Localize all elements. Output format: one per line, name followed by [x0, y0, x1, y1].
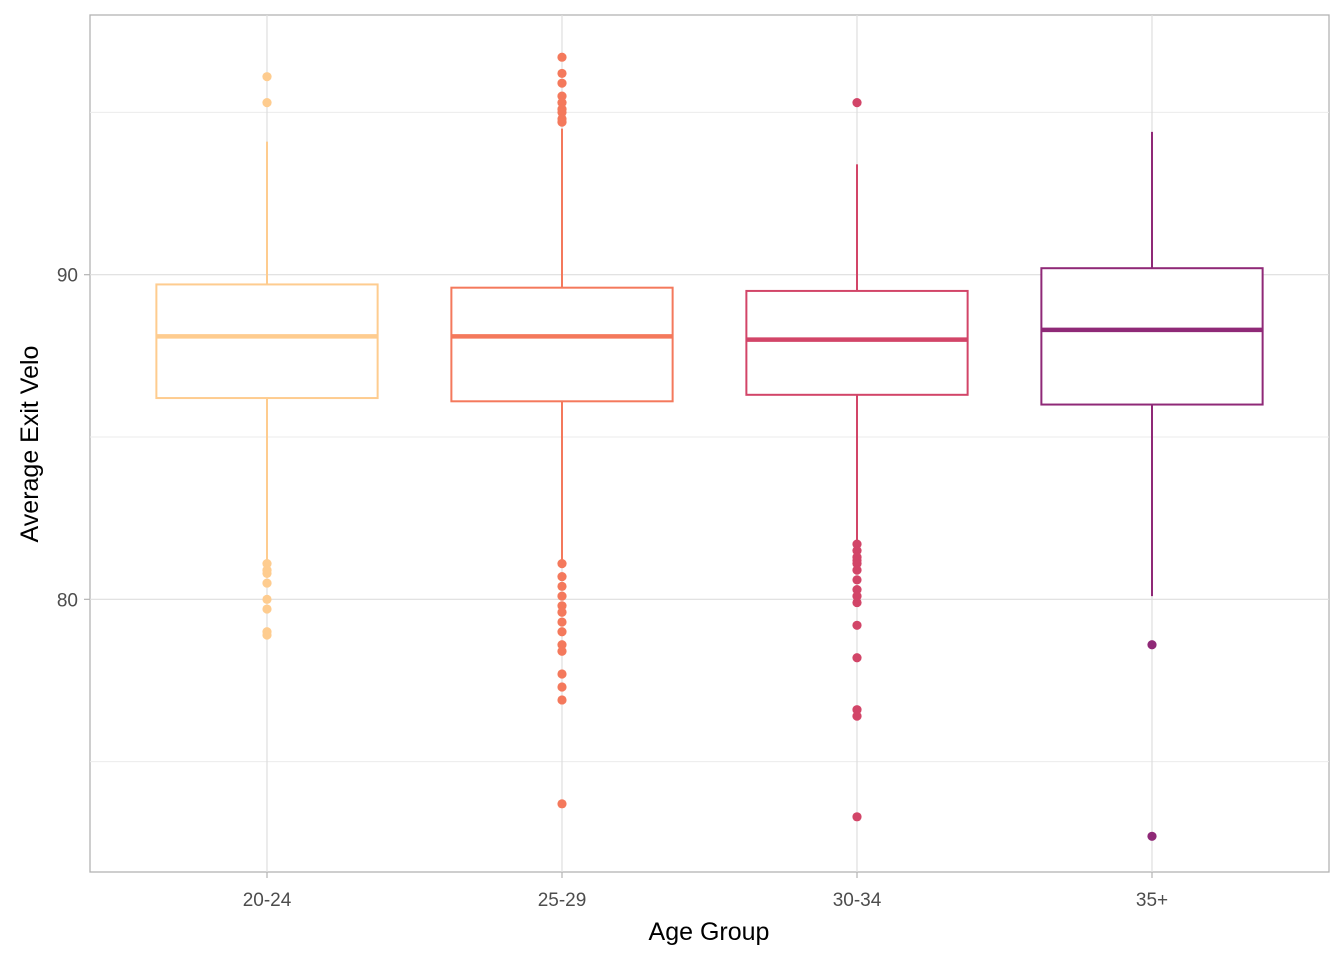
tick-layer: 80 90 20-24 25-29 30-34 35+	[57, 266, 1168, 911]
x-tick-label: 30-34	[833, 890, 882, 911]
outlier-point	[262, 630, 272, 640]
outlier-point	[557, 571, 567, 582]
box-iqr	[155, 283, 379, 400]
outlier-point	[557, 68, 567, 79]
outlier-point	[852, 711, 862, 721]
outlier-point	[262, 594, 272, 604]
plot-panel	[89, 14, 1330, 873]
outlier-point	[557, 617, 567, 627]
outlier-point	[557, 799, 567, 809]
outlier-point	[852, 591, 862, 601]
box-group-35+	[1040, 131, 1264, 841]
outlier-point	[557, 669, 567, 679]
x-tick-label: 20-24	[243, 890, 292, 911]
outlier-point	[852, 620, 862, 630]
outlier-point	[852, 812, 862, 822]
outlier-point	[262, 98, 272, 108]
outlier-point	[262, 72, 272, 82]
outlier-point	[557, 559, 567, 569]
box-iqr	[450, 286, 674, 403]
outlier-point	[262, 568, 272, 578]
outlier-point	[1147, 640, 1157, 650]
box-group-20-24	[155, 72, 379, 640]
y-axis-title: Average Exit Velo	[16, 346, 44, 543]
outlier-point	[557, 646, 567, 656]
outlier-point	[557, 591, 567, 601]
outlier-point	[557, 695, 567, 705]
x-tick-label: 25-29	[538, 890, 587, 911]
outlier-point	[557, 581, 567, 591]
outlier-point	[557, 52, 567, 62]
x-axis-title: Age Group	[649, 918, 770, 946]
outlier-point	[852, 705, 862, 715]
outlier-point	[262, 559, 272, 569]
outlier-point	[557, 682, 567, 692]
x-tick-label: 35+	[1136, 890, 1168, 911]
box-group-30-34	[745, 98, 969, 822]
outlier-point	[852, 98, 862, 108]
outlier-point	[1147, 831, 1157, 841]
outlier-point	[262, 578, 272, 588]
box-layer	[155, 52, 1264, 841]
outlier-point	[852, 597, 862, 608]
outlier-point	[852, 584, 862, 595]
outlier-point	[557, 607, 567, 617]
outlier-point	[557, 640, 567, 650]
box-iqr	[1040, 267, 1264, 406]
outlier-point	[852, 565, 862, 575]
outlier-point	[557, 601, 567, 611]
box-group-25-29	[450, 52, 674, 809]
outlier-point	[557, 91, 567, 101]
outlier-point	[852, 539, 862, 549]
outlier-point	[262, 604, 272, 614]
outlier-point	[557, 117, 567, 127]
outlier-point	[557, 627, 567, 637]
box-iqr	[745, 289, 969, 396]
outlier-point	[852, 546, 862, 556]
y-tick-label: 80	[57, 590, 78, 611]
y-tick-label: 90	[57, 266, 78, 287]
outlier-point	[557, 98, 567, 108]
outlier-point	[557, 78, 567, 88]
outlier-point	[852, 653, 862, 663]
outlier-point	[557, 107, 567, 117]
outlier-point	[852, 559, 862, 569]
outlier-point	[852, 575, 862, 585]
